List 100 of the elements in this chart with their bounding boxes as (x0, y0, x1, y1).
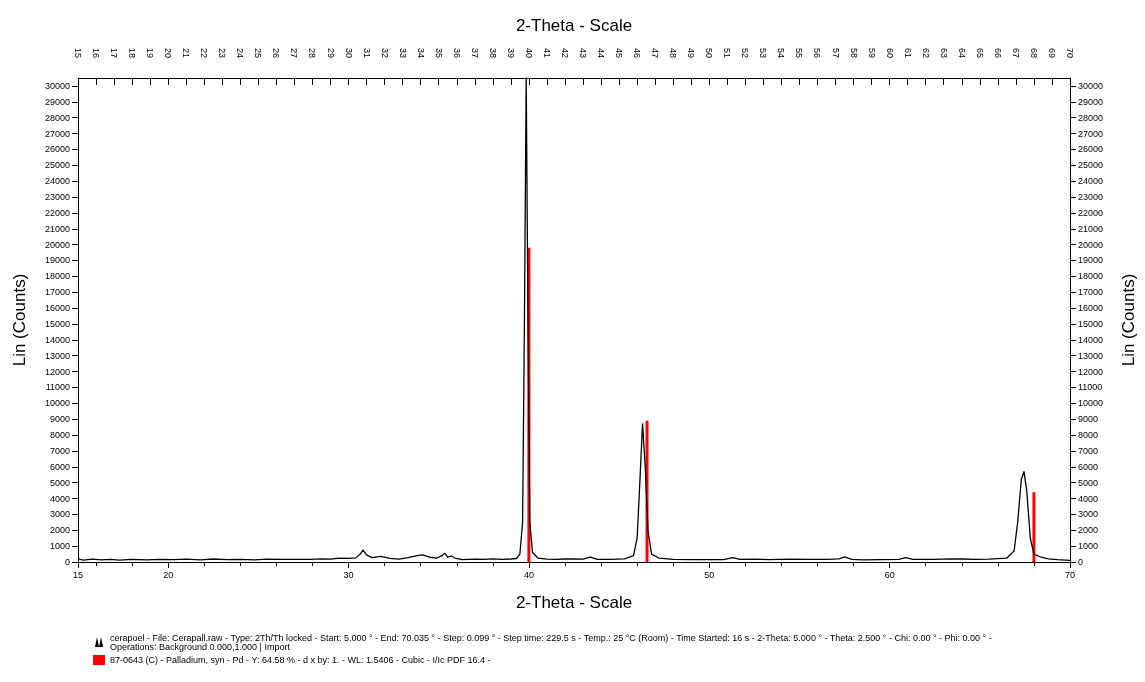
y-tick-label: 10000 (44, 398, 70, 409)
y2-tick-label: 26000 (1078, 144, 1104, 155)
y2-tick-label: 24000 (1078, 176, 1104, 187)
x2-tick-label: 58 (848, 47, 859, 58)
x-tick-label: 15 (72, 569, 84, 580)
y2-tick-label: 7000 (1078, 445, 1099, 456)
y2-tick-label: 11000 (1078, 382, 1103, 393)
y2-tick-label: 29000 (1078, 96, 1104, 107)
y2-tick-label: 19000 (1078, 255, 1104, 266)
x-axis-title: 2-Theta - Scale (515, 593, 633, 612)
y2-tick-label: 22000 (1078, 207, 1104, 218)
y-tick-label: 18000 (44, 271, 70, 282)
y-tick-label: 6000 (49, 461, 70, 472)
legend-label: cerapoel - File: Cerapall.raw - Type: 2Th/Th locked - Start: 5.000 ° - End: 70.035 ° - Step: 0.099 ° - Step time: 229.5 s - Temp.: 25 °C (Room) - Time Started: 16 s - 2-Theta: 5.000 ° - Theta: 2.500 ° - Chi: 0.00 ° - Phi: 0.00 ° - Operations: Background 0.000,1.000 | Import (110, 632, 995, 652)
x2-tick-label: 17 (109, 47, 120, 58)
x2-tick-label: 70 (1065, 47, 1075, 58)
x2-tick-label: 42 (559, 47, 570, 58)
x2-tick-label: 66 (992, 47, 1003, 58)
y2-tick-label: 0 (1078, 557, 1084, 567)
y-tick-label: 11000 (45, 382, 70, 393)
y-tick-label: 3000 (49, 509, 70, 520)
y-tick-label: 0 (64, 557, 70, 567)
x-tick-label: 30 (343, 569, 354, 580)
x2-tick-label: 20 (163, 47, 174, 58)
x2-tick-label: 64 (956, 47, 967, 58)
x2-tick-label: 26 (271, 47, 282, 58)
x2-tick-label: 47 (650, 47, 661, 58)
y-tick-label: 26000 (44, 144, 70, 155)
bar (1032, 492, 1036, 562)
x2-tick-label: 67 (1010, 47, 1021, 58)
y-tick-label: 17000 (44, 287, 70, 298)
y2-tick-label: 12000 (1078, 366, 1104, 377)
y2-tick-label: 28000 (1078, 112, 1104, 123)
y2-tick-label: 3000 (1078, 509, 1099, 520)
x2-tick-label: 30 (343, 47, 354, 58)
y2-tick-label: 10000 (1078, 398, 1104, 409)
x2-tick-label: 28 (307, 47, 318, 58)
x2-tick-label: 62 (920, 47, 931, 58)
y2-tick-label: 16000 (1078, 303, 1104, 314)
x2-tick-label: 24 (235, 47, 246, 58)
y2-tick-label: 4000 (1078, 493, 1099, 504)
x2-tick-label: 50 (704, 47, 715, 58)
y2-tick-label: 9000 (1078, 414, 1099, 425)
x2-tick-label: 65 (974, 47, 985, 58)
x2-tick-label: 52 (740, 47, 751, 58)
x2-tick-label: 15 (73, 47, 83, 58)
y-tick-label: 13000 (44, 350, 70, 361)
x-tick-label: 20 (163, 569, 174, 580)
x2-tick-label: 37 (469, 47, 480, 58)
x2-tick-label: 19 (145, 47, 156, 58)
x-tick-label: 60 (884, 569, 895, 580)
y-tick-label: 7000 (49, 445, 70, 456)
x2-tick-label: 48 (668, 47, 679, 58)
x2-tick-label: 69 (1046, 47, 1057, 58)
y2-tick-label: 23000 (1078, 192, 1104, 203)
y2-tick-label: 2000 (1078, 525, 1099, 536)
y-tick-label: 30000 (44, 80, 70, 91)
y-tick-label: 24000 (44, 176, 70, 187)
y2-axis-title: Lin (Counts) (1119, 273, 1138, 367)
x2-tick-label: 33 (397, 47, 408, 58)
x2-tick-label: 36 (451, 47, 462, 58)
x2-tick-label: 60 (884, 47, 895, 58)
x2-axis-title: 2-Theta - Scale (515, 16, 633, 35)
x-tick-label: 40 (523, 569, 534, 580)
y-tick-label: 25000 (44, 160, 70, 171)
y-tick-label: 29000 (44, 96, 70, 107)
x2-tick-label: 68 (1028, 47, 1039, 58)
x2-tick-label: 16 (91, 47, 102, 58)
y2-tick-label: 14000 (1078, 334, 1104, 345)
x2-tick-label: 23 (217, 47, 228, 58)
x2-tick-label: 31 (361, 47, 372, 58)
y-tick-label: 14000 (44, 334, 70, 345)
y-tick-label: 9000 (49, 414, 70, 425)
x2-tick-label: 59 (866, 47, 877, 58)
y2-tick-label: 18000 (1078, 271, 1104, 282)
y-tick-label: 12000 (44, 366, 70, 377)
x2-tick-label: 55 (794, 47, 805, 58)
y-tick-label: 8000 (49, 430, 70, 441)
y2-tick-label: 8000 (1078, 430, 1099, 441)
x2-tick-label: 56 (812, 47, 823, 58)
x-tick-label: 70 (1064, 569, 1076, 580)
x2-tick-label: 61 (902, 47, 913, 58)
y-tick-label: 21000 (44, 223, 70, 234)
x-tick-label: 50 (704, 569, 715, 580)
x2-tick-label: 25 (253, 47, 264, 58)
y-tick-label: 5000 (49, 477, 70, 488)
x2-tick-label: 63 (938, 47, 949, 58)
legend-label: 87-0643 (C) - Palladium, syn - Pd - Y: 64.58 % - d x by: 1. - WL: 1.5406 - Cubic - I/Ic PDF 16.4 - (110, 655, 491, 665)
y-tick-label: 4000 (49, 493, 70, 504)
y-tick-label: 20000 (44, 239, 70, 250)
y2-tick-label: 13000 (1078, 350, 1104, 361)
y2-tick-label: 17000 (1078, 287, 1104, 298)
x2-tick-label: 21 (181, 47, 192, 58)
x2-tick-label: 45 (614, 47, 625, 58)
x2-tick-label: 44 (596, 47, 607, 58)
x2-tick-label: 32 (379, 47, 390, 58)
x2-tick-label: 54 (776, 47, 787, 58)
y2-tick-label: 21000 (1078, 223, 1104, 234)
x2-tick-label: 34 (415, 47, 426, 58)
y-tick-label: 22000 (44, 207, 70, 218)
